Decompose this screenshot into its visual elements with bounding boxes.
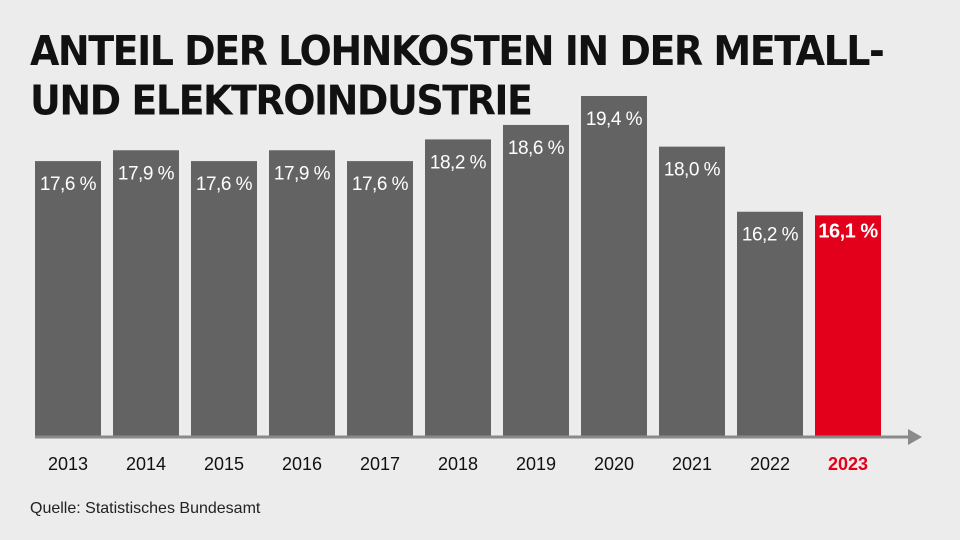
bars-group: 17,6 % 17,9 % 17,6 % 17,9 % 17,6 % 18,2 % 18,6… <box>35 96 881 437</box>
bar-2014 <box>113 150 179 437</box>
x-tick-label-2018: 2018 <box>438 454 478 474</box>
bar-value-label-2014: 17,9 % <box>118 163 175 184</box>
bar-2018 <box>425 139 491 437</box>
source-note: Quelle: Statistisches Bundesamt <box>30 500 261 517</box>
x-tick-labels: 2013 2014 2015 2016 2017 2018 2019 2020 2021 2022… <box>48 454 868 474</box>
x-tick-label-2016: 2016 <box>282 454 322 474</box>
bar-value-label-2019: 18,6 % <box>508 138 565 159</box>
bar-value-label-2023: 16,1 % <box>818 220 878 242</box>
bar-value-label-2015: 17,6 % <box>196 174 253 195</box>
x-tick-label-2020: 2020 <box>594 454 634 474</box>
bar-value-label-2020: 19,4 % <box>586 109 643 130</box>
bar-2019 <box>503 124 569 437</box>
bar-2017 <box>347 161 413 436</box>
bar-2023 <box>815 215 881 436</box>
bar-2016 <box>269 150 335 437</box>
x-tick-label-2014: 2014 <box>126 454 166 474</box>
bar-2021 <box>659 146 725 436</box>
x-axis <box>35 429 922 445</box>
bar-2020 <box>581 96 647 436</box>
chart-title: ANTEIL DER LOHNKOSTEN IN DER METALL- UND… <box>30 27 885 125</box>
x-tick-label-2023: 2023 <box>828 454 868 474</box>
x-tick-label-2013: 2013 <box>48 454 88 474</box>
x-axis-arrow-icon <box>908 429 922 445</box>
bar-value-label-2018: 18,2 % <box>430 152 487 173</box>
bar-2015 <box>191 161 257 436</box>
x-tick-label-2021: 2021 <box>672 454 712 474</box>
bar-2013 <box>35 161 101 436</box>
x-tick-label-2022: 2022 <box>750 454 790 474</box>
x-tick-label-2017: 2017 <box>360 454 400 474</box>
x-tick-label-2015: 2015 <box>204 454 244 474</box>
bar-value-label-2021: 18,0 % <box>664 160 721 181</box>
bar-2022 <box>737 211 803 436</box>
x-tick-label-2019: 2019 <box>516 454 556 474</box>
bar-value-label-2016: 17,9 % <box>274 163 331 184</box>
bar-value-label-2017: 17,6 % <box>352 174 409 195</box>
bar-value-label-2013: 17,6 % <box>40 174 97 195</box>
bar-value-label-2022: 16,2 % <box>742 225 799 246</box>
